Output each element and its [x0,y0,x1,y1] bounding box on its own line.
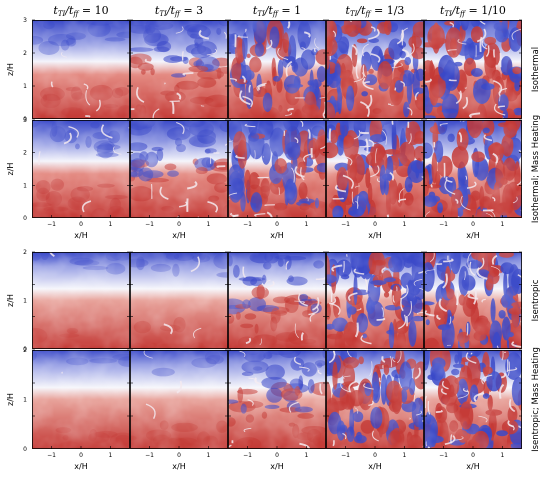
y-tick-label: 1 [23,397,27,404]
y-tick-label: 0 [23,446,27,453]
column-titles: tTI/tff = 10 tTI/tff = 3 tTI/tff = 1 tTI/tf… [53,4,506,18]
x-tick-label: 0 [79,221,83,228]
column-title: tTI/tff = 10 [53,4,108,18]
x-tick-label: 0 [177,221,181,228]
x-tick-label: 1 [108,452,112,459]
simulation-panel [424,19,522,119]
simulation-panel [326,19,424,119]
x-axis-label: x/H [368,231,381,240]
x-axis-label: x/H [270,462,283,471]
row-label: Isentropic; Mass Heating [531,347,541,452]
y-axis-label: z/H [6,294,15,307]
y-tick-label: 1 [23,298,27,305]
x-tick-label: −1 [341,221,350,228]
axes: 0 1 2 3 z/H 0 1 2 3 z/H 0 1 2 z/H 0 1 2 z/H −1 0 1 x/H −1 0 1 x/H… [6,17,504,471]
x-axis-label: x/H [466,462,479,471]
row-label: Isothermal [531,47,541,92]
y-axis-label: z/H [6,393,15,406]
x-tick-label: −1 [243,452,252,459]
simulation-panel [326,251,424,349]
y-tick-label: 0 [23,346,27,353]
x-tick-label: 1 [304,221,308,228]
x-tick-label: 0 [275,452,279,459]
column-title: tTI/tff = 3 [155,4,203,18]
x-axis-label: x/H [74,231,87,240]
simulation-panel [326,119,424,218]
simulation-panel [228,19,326,119]
row-label: Isothermal; Mass Heating [531,115,541,223]
simulation-panel [130,19,228,119]
simulation-panel [32,251,130,349]
x-axis-label: x/H [74,462,87,471]
simulation-panel [326,349,424,449]
simulation-panel [32,119,130,218]
x-tick-label: 0 [177,452,181,459]
y-tick-label: 3 [23,117,27,124]
x-tick-label: 1 [500,452,504,459]
x-tick-label: 0 [471,452,475,459]
x-axis-label: x/H [466,231,479,240]
x-tick-label: 0 [471,221,475,228]
x-tick-label: 1 [108,221,112,228]
x-tick-label: 0 [79,452,83,459]
y-tick-label: 1 [23,182,27,189]
column-title: tTI/tff = 1/10 [440,4,506,18]
y-tick-label: 1 [23,83,27,90]
x-tick-label: 1 [206,221,210,228]
x-tick-label: −1 [439,221,448,228]
x-tick-label: −1 [145,221,154,228]
simulation-panel [228,119,326,218]
row-label: Isentropic [531,279,541,321]
y-tick-label: 2 [23,50,27,57]
y-axis-label: z/H [6,63,15,76]
x-tick-label: −1 [47,221,56,228]
y-tick-label: 2 [23,150,27,157]
x-axis-label: x/H [270,231,283,240]
simulation-panel [228,251,326,349]
panel-grid [32,19,522,449]
simulation-panel [32,349,130,449]
simulation-panel [424,251,522,349]
simulation-panel [130,119,228,218]
x-tick-label: −1 [341,452,350,459]
y-tick-label: 0 [23,215,27,222]
simulation-panel [424,119,522,218]
x-axis-label: x/H [172,462,185,471]
simulation-panel [32,19,130,119]
x-tick-label: 1 [402,452,406,459]
x-axis-label: x/H [368,462,381,471]
column-title: tTI/tff = 1 [253,4,301,18]
simulation-panel [228,349,326,449]
x-tick-label: 1 [500,221,504,228]
x-tick-label: 0 [373,452,377,459]
x-tick-label: 1 [304,452,308,459]
simulation-panel [130,349,228,449]
x-tick-label: 0 [373,221,377,228]
x-tick-label: −1 [47,452,56,459]
simulation-panel [424,349,522,449]
x-tick-label: −1 [243,221,252,228]
x-tick-label: 0 [275,221,279,228]
x-tick-label: −1 [145,452,154,459]
x-tick-label: 1 [402,221,406,228]
column-title: tTI/tff = 1/3 [346,4,405,18]
simulation-panel [130,251,228,349]
x-tick-label: −1 [439,452,448,459]
row-labels: Isothermal Isothermal; Mass Heating Isentr… [531,47,541,452]
y-tick-label: 2 [23,249,27,256]
x-tick-label: 1 [206,452,210,459]
x-axis-label: x/H [172,231,185,240]
y-tick-label: 0 [23,116,27,123]
y-tick-label: 2 [23,347,27,354]
y-axis-label: z/H [6,163,15,176]
y-tick-label: 3 [23,17,27,24]
